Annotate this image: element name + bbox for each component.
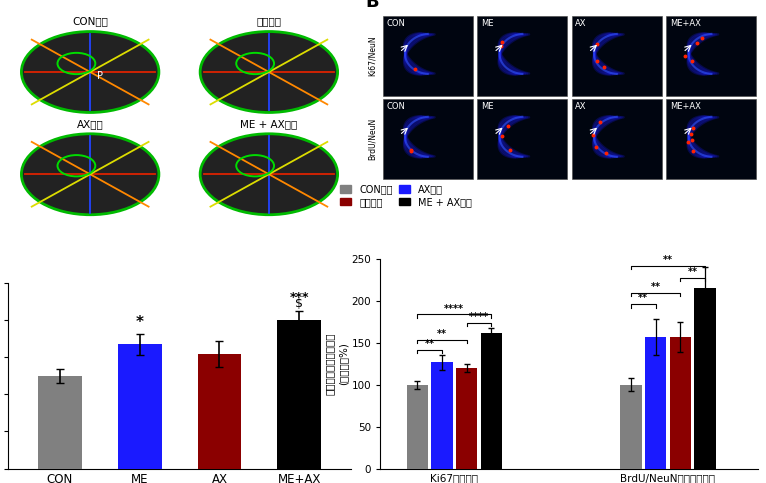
Text: ME: ME	[481, 102, 493, 112]
Ellipse shape	[21, 134, 159, 215]
Bar	[669, 337, 691, 469]
Text: **: **	[688, 267, 698, 277]
Text: AX: AX	[575, 102, 587, 112]
Bar	[480, 333, 502, 469]
Ellipse shape	[200, 31, 338, 113]
Text: **: **	[424, 339, 434, 349]
Text: AX群组: AX群组	[77, 119, 103, 129]
Text: AX: AX	[575, 19, 587, 28]
Bar	[571, 16, 662, 96]
Text: ME+AX: ME+AX	[669, 102, 701, 112]
Bar	[407, 385, 428, 469]
Ellipse shape	[21, 31, 159, 113]
Bar	[477, 16, 567, 96]
Bar	[431, 362, 453, 469]
Text: ME+AX: ME+AX	[669, 19, 701, 28]
Text: **: **	[650, 282, 660, 292]
Text: **: **	[638, 294, 648, 303]
Bar	[694, 288, 715, 469]
Bar	[620, 385, 642, 469]
Text: ****: ****	[444, 303, 464, 313]
Text: BrdU/NeuN: BrdU/NeuN	[368, 118, 376, 160]
Bar	[477, 99, 567, 179]
Text: **: **	[663, 255, 673, 265]
Bar	[666, 16, 756, 96]
Text: ME: ME	[481, 19, 493, 28]
Bar	[382, 16, 473, 96]
Text: CON群组: CON群组	[72, 16, 108, 27]
Text: CON: CON	[386, 102, 405, 112]
Bar	[456, 368, 477, 469]
Text: ***: ***	[290, 291, 309, 304]
Bar	[38, 376, 82, 469]
Bar	[645, 337, 666, 469]
Bar	[666, 99, 756, 179]
Text: B: B	[365, 0, 378, 11]
Text: **: **	[437, 328, 447, 339]
Text: ****: ****	[469, 312, 489, 322]
Text: CON: CON	[386, 19, 405, 28]
Bar	[382, 99, 473, 179]
Text: 运动群组: 运动群组	[257, 16, 281, 27]
Text: Ki67/NeuN: Ki67/NeuN	[368, 36, 376, 76]
Text: P: P	[97, 71, 103, 81]
Y-axis label: 齿状回的阳性细胞数量
(静止群组%): 齿状回的阳性细胞数量 (静止群组%)	[325, 333, 349, 395]
Legend: CON群组, 运动群组, AX群组, ME + AX群组: CON群组, 运动群组, AX群组, ME + AX群组	[340, 185, 472, 207]
Bar	[117, 344, 162, 469]
Text: ME + AX群组: ME + AX群组	[241, 119, 297, 129]
Bar	[198, 354, 241, 469]
Bar	[277, 320, 322, 469]
Text: $: $	[296, 298, 303, 310]
Ellipse shape	[200, 134, 338, 215]
Bar	[571, 99, 662, 179]
Text: *: *	[136, 314, 143, 329]
